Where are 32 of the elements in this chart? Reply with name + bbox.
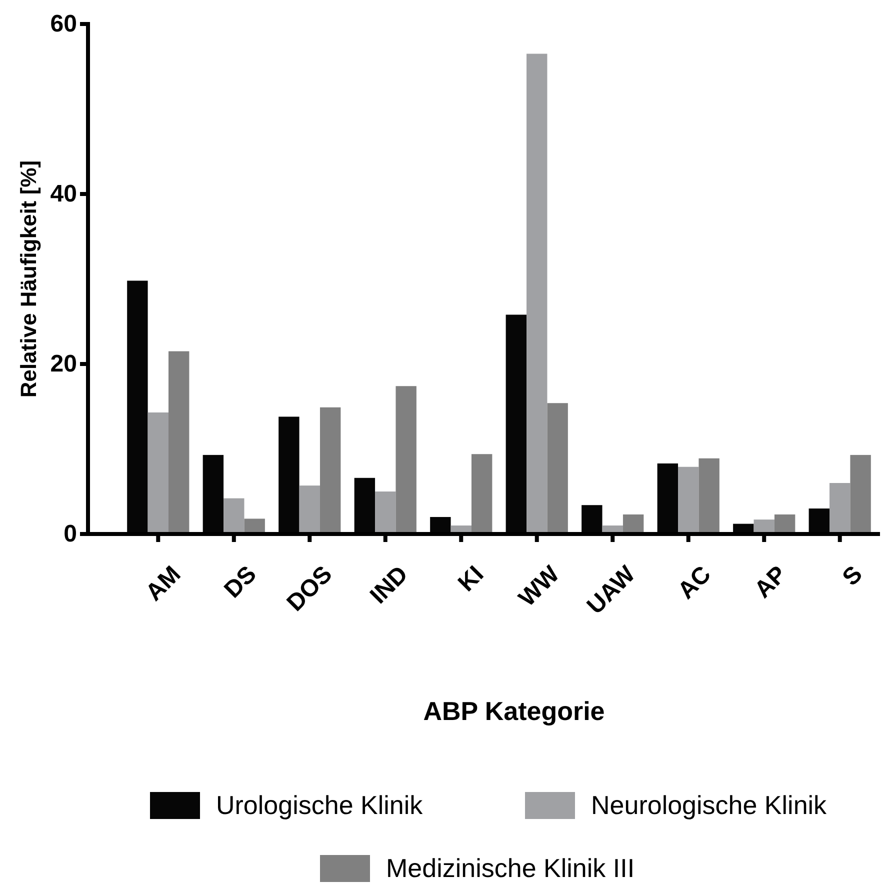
y-tick-label: 60 xyxy=(50,10,77,38)
x-tick-label: DS xyxy=(219,560,262,604)
x-tick-label: WW xyxy=(514,560,566,612)
x-tick-label: AM xyxy=(140,560,186,606)
bar xyxy=(375,492,396,534)
bar xyxy=(850,454,871,534)
y-tick-label: 20 xyxy=(50,350,77,378)
bar xyxy=(678,466,699,534)
legend-label: Neurologische Klinik xyxy=(591,790,828,820)
bar xyxy=(830,483,850,534)
bar xyxy=(168,351,190,534)
legend-label: Medizinische Klinik III xyxy=(386,853,635,884)
bar xyxy=(148,412,168,534)
x-tick-label: AP xyxy=(749,560,792,604)
bar xyxy=(244,518,265,534)
y-axis-title: Relative Häufigkeit [%] xyxy=(16,160,41,398)
x-axis-title: ABP Kategorie xyxy=(423,696,605,726)
x-tick-label: KI xyxy=(453,560,490,597)
x-tick-label: S xyxy=(837,560,868,592)
bar xyxy=(471,454,492,534)
x-tick-label: IND xyxy=(365,560,414,610)
x-tick-label: AC xyxy=(672,560,716,604)
bar xyxy=(320,407,341,534)
y-tick-label: 40 xyxy=(50,180,77,208)
bar xyxy=(299,486,320,534)
bar xyxy=(547,403,568,534)
y-tick-label: 0 xyxy=(64,520,77,548)
bar xyxy=(526,54,548,534)
bar xyxy=(396,386,416,534)
bar xyxy=(224,498,244,534)
bar xyxy=(698,458,720,534)
legend-label: Urologische Klinik xyxy=(216,790,424,820)
